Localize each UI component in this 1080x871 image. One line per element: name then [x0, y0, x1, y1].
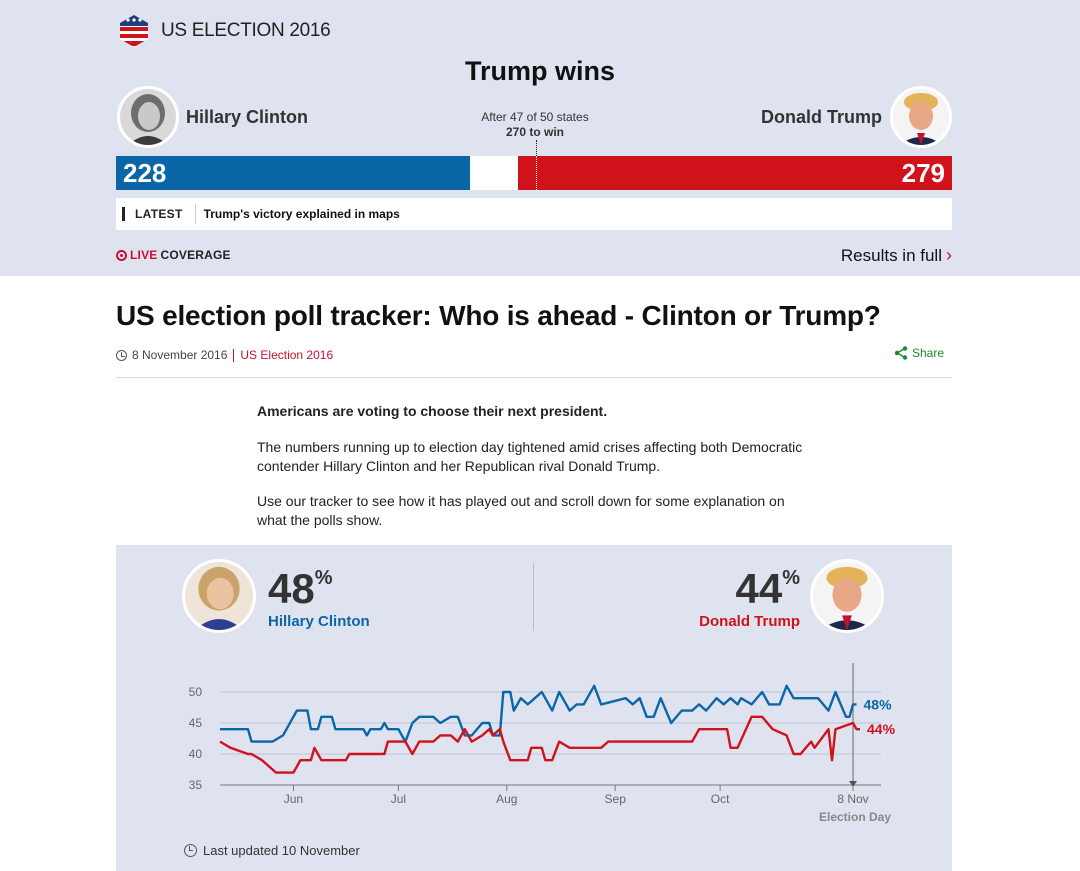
results-link-label: Results in full	[840, 245, 942, 265]
y-tick-label: 35	[189, 778, 203, 792]
latest-divider	[194, 204, 196, 224]
poll-tracker-chart: 35 40 45 50 Jun Jul Aug Sep Oct 8 Nov Election Day…	[189, 663, 896, 824]
article-title: US election poll tracker: Who is ahead -…	[116, 300, 881, 331]
share-button[interactable]: Share	[894, 346, 944, 360]
y-tick-label: 50	[189, 685, 203, 699]
live-indicator-icon	[116, 249, 127, 261]
tracker-clinton-name: Hillary Clinton	[268, 613, 370, 630]
intro-paragraph: Use our tracker to see how it has played…	[257, 493, 785, 528]
trump-votes-count: 279	[901, 158, 945, 188]
trump-poll-pct: 44%	[735, 565, 800, 613]
clinton-portrait-icon	[185, 562, 253, 630]
clinton-votes-bar: 228	[116, 156, 471, 190]
flag-logo-icon	[120, 15, 148, 47]
election-day-label: Election Day	[819, 810, 891, 824]
latest-headline-link[interactable]: Trump's victory explained in maps	[203, 207, 400, 221]
y-tick-label: 45	[189, 716, 203, 730]
live-coverage-link[interactable]: LIVE COVERAGE	[116, 248, 231, 262]
trump-votes-bar: 279	[518, 156, 952, 190]
meta-rule	[116, 377, 952, 378]
intro-paragraph: The numbers running up to election day t…	[257, 439, 803, 474]
x-tick-label: Sep	[605, 792, 627, 806]
tracker-divider	[533, 563, 534, 631]
latest-tag: LATEST	[122, 207, 183, 221]
live-label: LIVE	[130, 248, 158, 262]
pct-sign: %	[314, 567, 333, 589]
clinton-poll-pct: 48%	[268, 565, 333, 613]
share-label: Share	[912, 346, 945, 360]
trump-avatar	[890, 86, 952, 148]
pct-sign: %	[782, 567, 800, 589]
meta-divider	[233, 348, 235, 362]
series-end-label: 44%	[867, 721, 896, 737]
last-updated: Last updated 10 November	[184, 843, 360, 858]
article-meta: 8 November 2016 US Election 2016	[116, 348, 333, 362]
clock-icon	[116, 349, 127, 361]
right-candidate-name: Donald Trump	[761, 107, 882, 127]
win-threshold-label: 270 to win	[505, 125, 564, 139]
results-banner: US ELECTION 2016 Trump wins Hillary Clin…	[0, 0, 1080, 276]
x-tick-label: Jul	[391, 792, 406, 806]
last-updated-text: Last updated 10 November	[203, 843, 360, 858]
clinton-portrait-icon	[120, 89, 176, 145]
brand[interactable]: US ELECTION 2016	[117, 14, 331, 48]
trump-portrait-icon	[813, 562, 881, 630]
clinton-pct-value: 48	[268, 565, 315, 612]
results-in-full-link[interactable]: Results in full ›	[841, 245, 952, 266]
article-intro: Americans are voting to choose their nex…	[257, 402, 817, 546]
chevron-right-icon: ›	[946, 245, 952, 265]
clock-icon	[184, 844, 197, 857]
win-threshold-line-inner	[535, 156, 537, 190]
coverage-label: COVERAGE	[160, 248, 231, 262]
series-end-label: 48%	[864, 696, 893, 712]
x-tick-label: Aug	[496, 792, 517, 806]
latest-news-strip[interactable]: LATEST Trump's victory explained in maps	[116, 198, 952, 230]
tracker-trump-avatar	[810, 559, 884, 633]
article-date: 8 November 2016	[132, 348, 228, 362]
electoral-vote-bar: 228 279	[116, 140, 952, 190]
brand-title: US ELECTION 2016	[161, 20, 331, 41]
poll-tracker: 48% Hillary Clinton 44% Donald Trump 35 4…	[116, 545, 952, 871]
series-line	[219, 715, 860, 774]
share-icon	[894, 346, 908, 360]
y-tick-label: 40	[189, 747, 203, 761]
clinton-avatar	[117, 86, 179, 148]
states-note: After 47 of 50 states 270 to win	[440, 110, 630, 140]
trump-pct-value: 44	[735, 565, 783, 612]
left-candidate-name: Hillary Clinton	[186, 107, 309, 127]
intro-lead: Americans are voting to choose their nex…	[257, 403, 608, 419]
clinton-votes-count: 228	[123, 158, 167, 188]
x-tick-label: Oct	[711, 792, 730, 806]
x-tick-label: 8 Nov	[837, 792, 868, 806]
trump-portrait-icon	[893, 89, 949, 145]
states-counted: After 47 of 50 states	[481, 110, 589, 124]
x-tick-label: Jun	[284, 792, 303, 806]
tracker-clinton-avatar	[182, 559, 256, 633]
series-line	[220, 684, 857, 743]
result-headline: Trump wins	[464, 56, 616, 86]
category-link[interactable]: US Election 2016	[240, 348, 334, 362]
election-day-marker	[849, 781, 858, 787]
tracker-trump-name: Donald Trump	[699, 613, 800, 630]
